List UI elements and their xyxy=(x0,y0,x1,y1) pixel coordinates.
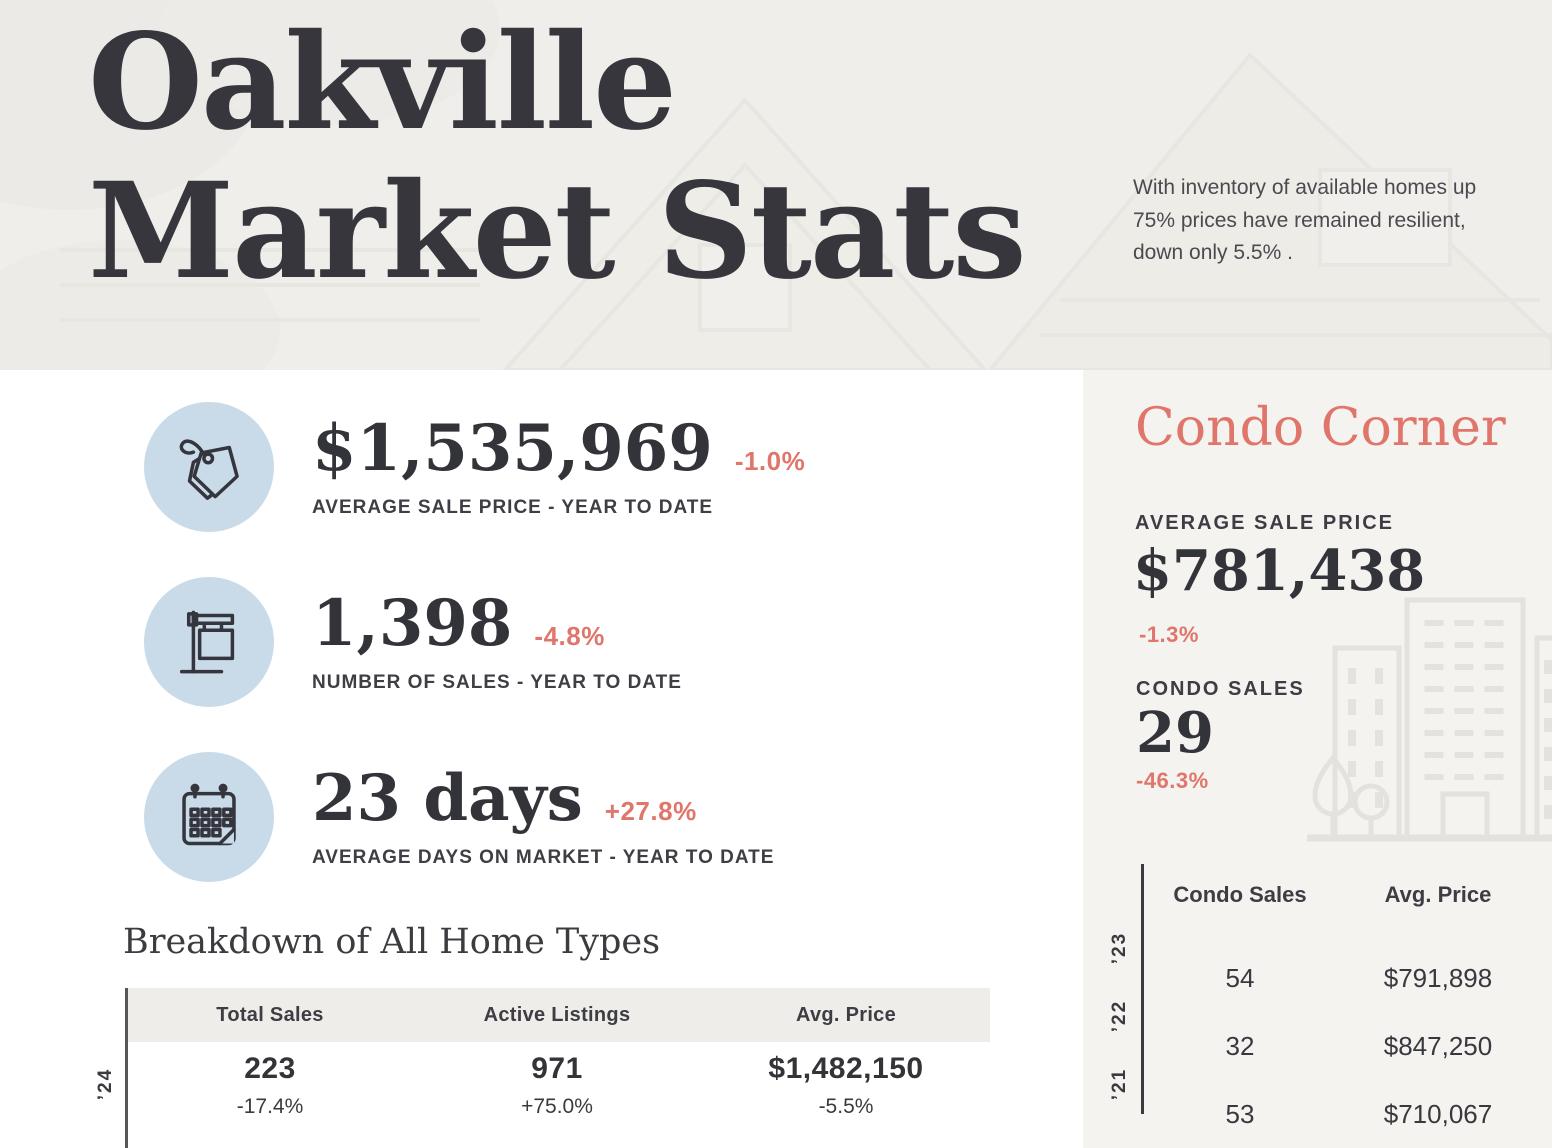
condo-table: Condo Sales Avg. Price 54 $791,898 32 $8… xyxy=(1145,876,1541,1148)
condo-sales-label: CONDO SALES xyxy=(1136,678,1305,700)
stat-value: $1,535,969 xyxy=(312,411,713,486)
condo-sales-value: 29 xyxy=(1136,700,1214,766)
title-line-1: Oakville xyxy=(88,5,677,160)
condo-corner-title: Condo Corner xyxy=(1135,398,1506,458)
page-title: Oakville Market Stats xyxy=(88,5,1027,310)
condo-table-axis-line xyxy=(1141,864,1144,1114)
column-header-total-sales: Total Sales xyxy=(216,1003,324,1026)
breakdown-table-row: 223 -17.4% 971 +75.0% $1,482,150 -5.5% xyxy=(128,1052,990,1119)
cell-value: $1,482,150 xyxy=(768,1052,924,1085)
intro-text: With inventory of available homes up 75%… xyxy=(1133,176,1477,265)
table-axis-line xyxy=(125,988,128,1148)
condo-cell-price: $791,898 xyxy=(1383,962,1493,993)
condo-cell-sales: 53 xyxy=(1225,1098,1255,1129)
stat-change: +27.8% xyxy=(604,796,697,826)
stat-value-line: 1,398 -4.8% xyxy=(312,579,1052,670)
stat-value: 23 days xyxy=(312,761,583,836)
cell-change: +75.0% xyxy=(521,1095,593,1118)
sale-sign-icon-glyph xyxy=(179,610,235,674)
cell-value: 971 xyxy=(531,1052,583,1085)
condo-buildings-illustration xyxy=(1307,597,1552,842)
sale-sign-icon xyxy=(144,577,274,707)
condo-avg-price-label: AVERAGE SALE PRICE xyxy=(1135,512,1394,534)
stat-change: -4.8% xyxy=(534,621,605,651)
stat-number-of-sales: 1,398 -4.8% NUMBER OF SALES - YEAR TO DA… xyxy=(312,579,1052,694)
stat-label: AVERAGE DAYS ON MARKET - YEAR TO DATE xyxy=(312,846,775,868)
title-line-2: Market Stats xyxy=(88,154,1027,310)
condo-column-header-price: Avg. Price xyxy=(1384,882,1492,907)
breakdown-title: Breakdown of All Home Types xyxy=(123,922,661,962)
cell-change: -17.4% xyxy=(236,1095,304,1118)
condo-corner-panel: Condo Corner AVERAGE SALE PRICE $781,438… xyxy=(1083,370,1552,1148)
stat-average-sale-price: $1,535,969 -1.0% AVERAGE SALE PRICE - YE… xyxy=(312,404,1052,519)
condo-column-header-sales: Condo Sales xyxy=(1173,882,1307,907)
row-year-label: ’21 xyxy=(1109,1067,1130,1101)
stat-value-line: $1,535,969 -1.0% xyxy=(312,404,1052,495)
price-tags-icon xyxy=(144,402,274,532)
breakdown-table-header: Total Sales Active Listings Avg. Price xyxy=(128,988,990,1042)
column-header-active-listings: Active Listings xyxy=(483,1003,631,1026)
table-cell-total-sales: 223 -17.4% xyxy=(128,1052,412,1119)
condo-avg-price-change: -1.3% xyxy=(1139,622,1199,647)
stat-days-on-market: 23 days +27.8% AVERAGE DAYS ON MARKET - … xyxy=(312,754,1052,869)
header-banner: Oakville Market Stats With inventory of a… xyxy=(0,0,1552,370)
stat-value: 1,398 xyxy=(312,586,513,661)
cell-change: -5.5% xyxy=(818,1095,874,1118)
table-header-band xyxy=(128,988,990,1042)
stat-change: -1.0% xyxy=(734,446,806,476)
condo-cell-sales: 54 xyxy=(1225,962,1255,993)
condo-avg-price-value: $781,438 xyxy=(1133,538,1426,604)
row-year-label: ’24 xyxy=(95,1067,116,1101)
stat-label: NUMBER OF SALES - YEAR TO DATE xyxy=(312,671,682,693)
stat-label: AVERAGE SALE PRICE - YEAR TO DATE xyxy=(312,496,714,518)
condo-cell-sales: 32 xyxy=(1225,1030,1255,1061)
condo-cell-price: $847,250 xyxy=(1383,1030,1493,1061)
calendar-icon-glyph xyxy=(182,783,236,846)
table-cell-active-listings: 971 +75.0% xyxy=(412,1052,702,1119)
column-header-avg-price: Avg. Price xyxy=(795,1003,897,1026)
price-tags-icon-glyph xyxy=(179,439,239,500)
condo-cell-price: $710,067 xyxy=(1383,1098,1493,1129)
faded-house-photo xyxy=(0,0,1552,370)
cell-value: 223 xyxy=(244,1052,296,1085)
calendar-icon xyxy=(144,752,274,882)
table-cell-avg-price: $1,482,150 -5.5% xyxy=(702,1052,990,1119)
row-year-label: ’22 xyxy=(1109,999,1130,1033)
row-year-label: ’23 xyxy=(1109,931,1130,965)
stat-value-line: 23 days +27.8% xyxy=(312,754,1052,845)
condo-sales-change: -46.3% xyxy=(1136,768,1209,793)
